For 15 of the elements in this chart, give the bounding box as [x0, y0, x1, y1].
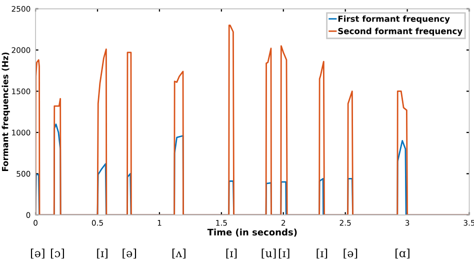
text: [ɔ] [50, 248, 64, 259]
legend-label: Second formant frequency [338, 28, 462, 36]
text: [ʌ] [172, 248, 186, 259]
text: [ə] [344, 248, 358, 259]
text: [ɪ] [97, 248, 108, 259]
x-axis-title: Time (in seconds) [207, 228, 297, 237]
text: [ə] [122, 248, 136, 259]
text: [ɑ] [396, 248, 410, 259]
legend-label: First formant frequency [338, 15, 450, 24]
text: [ɪ] [316, 248, 328, 259]
text: [ə] [30, 248, 44, 259]
y-axis-title: Formant frequencies (Hz) [2, 52, 10, 172]
text: [u] [262, 248, 276, 259]
text: [ɪ] [226, 248, 237, 259]
text: [ɪ] [278, 248, 290, 259]
